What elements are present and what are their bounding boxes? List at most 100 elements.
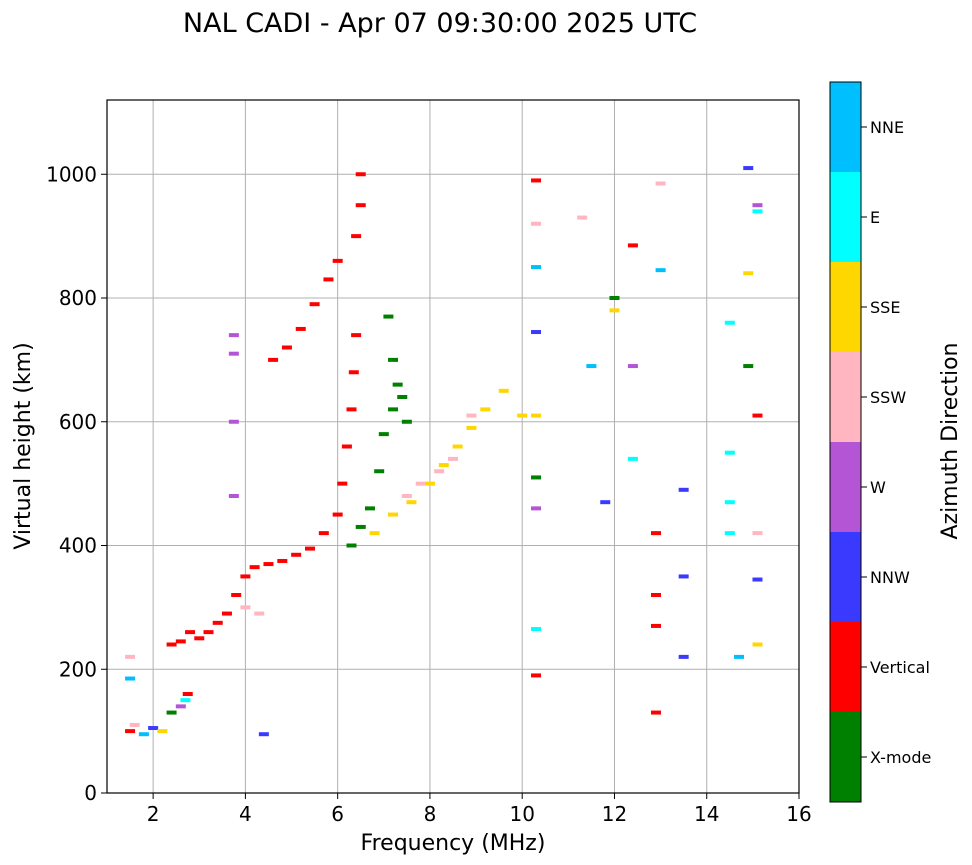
x-tick-label: 8 bbox=[424, 802, 437, 826]
echo-point bbox=[724, 500, 735, 505]
echo-point bbox=[125, 676, 136, 681]
echo-point bbox=[448, 456, 458, 461]
echo-point bbox=[194, 636, 205, 641]
y-tick-label: 1000 bbox=[46, 162, 97, 186]
trace-vertical-column-13-mhz bbox=[650, 531, 661, 715]
echo-point bbox=[743, 166, 754, 171]
colorbar-label: E bbox=[870, 208, 880, 227]
x-axis-label: Frequency (MHz) bbox=[361, 831, 546, 856]
colorbar-swatch bbox=[830, 352, 861, 442]
echo-point bbox=[734, 654, 745, 659]
y-axis-label: Virtual height (km) bbox=[11, 342, 36, 549]
echo-point bbox=[531, 475, 542, 480]
echo-point bbox=[498, 388, 509, 393]
echo-point bbox=[406, 500, 417, 505]
colorbar-swatch bbox=[830, 82, 861, 172]
echo-point bbox=[392, 382, 403, 387]
echo-point bbox=[258, 732, 269, 737]
echo-point bbox=[277, 558, 288, 563]
echo-point bbox=[304, 546, 315, 551]
grid-lines bbox=[107, 100, 800, 794]
echo-point bbox=[341, 444, 352, 449]
echo-point bbox=[627, 456, 638, 461]
trace-multi-hop-trace bbox=[268, 172, 366, 362]
echo-point bbox=[415, 481, 426, 486]
echo-point bbox=[609, 308, 620, 313]
echo-point bbox=[388, 512, 399, 517]
echo-point bbox=[166, 710, 177, 715]
chart-title: NAL CADI - Apr 07 09:30:00 2025 UTC bbox=[183, 8, 697, 39]
echo-point bbox=[752, 413, 763, 418]
echo-point bbox=[182, 692, 193, 696]
trace-f-region-o-trace bbox=[166, 333, 362, 647]
echo-point bbox=[175, 704, 186, 709]
colorbar-label: W bbox=[870, 478, 886, 497]
echo-point bbox=[348, 370, 359, 375]
echo-point bbox=[724, 320, 735, 325]
colorbar-label: NNW bbox=[870, 568, 910, 587]
echo-point bbox=[332, 512, 343, 517]
echo-point bbox=[364, 506, 375, 511]
y-tick-label: 200 bbox=[59, 657, 97, 681]
colorbar-label: Vertical bbox=[870, 658, 930, 677]
echo-point bbox=[531, 627, 542, 632]
echo-point bbox=[466, 413, 477, 418]
echo-point bbox=[355, 524, 366, 529]
echo-point bbox=[743, 364, 754, 369]
colorbar-swatch bbox=[830, 442, 861, 532]
colorbar-frame bbox=[829, 81, 862, 803]
plot-frame bbox=[106, 99, 800, 794]
echo-point bbox=[138, 732, 149, 737]
colorbar-swatch bbox=[830, 262, 861, 352]
echo-point bbox=[212, 620, 223, 625]
echo-point bbox=[678, 574, 689, 579]
echo-point bbox=[351, 333, 362, 338]
echo-point bbox=[249, 565, 260, 570]
echo-point bbox=[228, 333, 239, 338]
echo-point bbox=[531, 506, 542, 511]
echo-point bbox=[424, 481, 435, 486]
echo-point bbox=[129, 722, 140, 727]
echo-point bbox=[531, 330, 542, 335]
echo-point bbox=[724, 531, 735, 536]
echo-point bbox=[355, 172, 366, 177]
colorbar-label: SSW bbox=[870, 388, 906, 407]
trace-scattered-returns bbox=[531, 166, 763, 678]
x-tick-label: 4 bbox=[239, 802, 252, 826]
y-tick-label: 600 bbox=[59, 410, 97, 434]
echo-point bbox=[752, 209, 763, 214]
y-tick-label: 0 bbox=[84, 781, 97, 805]
plot-area bbox=[125, 166, 763, 737]
echo-point bbox=[295, 326, 306, 331]
echo-point bbox=[752, 203, 763, 208]
echo-point bbox=[531, 265, 542, 270]
echo-point bbox=[157, 729, 168, 734]
echo-point bbox=[318, 531, 329, 536]
trace-e-region-echoes bbox=[125, 654, 269, 737]
echo-point bbox=[452, 444, 463, 449]
echo-point bbox=[346, 543, 357, 548]
x-tick-label: 12 bbox=[602, 802, 627, 826]
echo-point bbox=[438, 463, 449, 468]
echo-point bbox=[388, 357, 399, 362]
echo-point bbox=[397, 395, 408, 399]
echo-point bbox=[254, 611, 265, 616]
echo-point bbox=[228, 494, 239, 498]
y-tick-label: 800 bbox=[59, 286, 97, 310]
echo-point bbox=[650, 710, 661, 715]
echo-point bbox=[655, 181, 666, 186]
echo-point bbox=[355, 203, 366, 208]
echo-point bbox=[383, 314, 394, 319]
echo-point bbox=[180, 698, 191, 703]
x-tick-label: 2 bbox=[147, 802, 160, 826]
x-tick-label: 6 bbox=[331, 802, 344, 826]
echo-point bbox=[203, 630, 214, 635]
echo-point bbox=[600, 500, 611, 505]
echo-point bbox=[388, 407, 399, 412]
colorbar-swatch bbox=[830, 622, 861, 712]
echo-point bbox=[166, 642, 177, 647]
echo-point bbox=[323, 277, 334, 282]
colorbar-label: SSE bbox=[870, 298, 900, 317]
echo-point bbox=[346, 407, 357, 412]
echo-point bbox=[125, 729, 136, 734]
